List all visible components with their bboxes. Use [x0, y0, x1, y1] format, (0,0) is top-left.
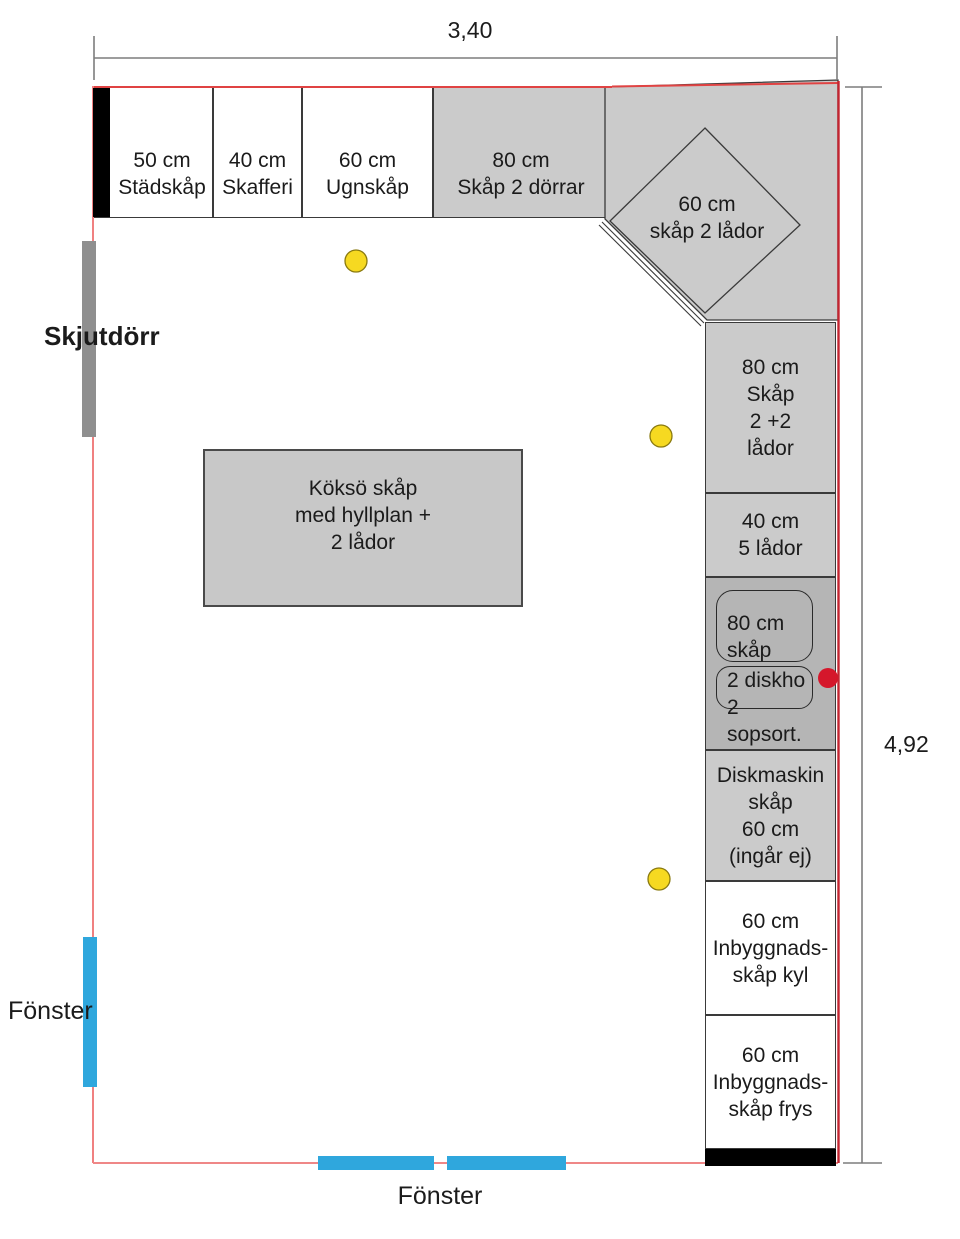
spotlight-marker-2: [649, 424, 673, 448]
dimension-width-label: 3,40: [447, 17, 493, 43]
dishwasher-cabinet: Diskmaskin skåp 60 cm (ingår ej): [705, 750, 836, 881]
dimension-height-label: 4,92: [884, 731, 929, 757]
freezer-cabinet: 60 cm Inbyggnads- skåp frys: [705, 1015, 836, 1149]
cabinet-skafferi: 40 cm Skafferi: [213, 86, 302, 218]
spotlight-marker-3: [647, 867, 671, 891]
spotlight-marker-1: [344, 249, 368, 273]
window-bottom-label: Fönster: [397, 1182, 483, 1210]
cabinet-2plus2-lador: 80 cm Skåp 2 +2 lådor: [705, 322, 836, 493]
window-bar-bottom-1: [318, 1156, 434, 1170]
end-panel-top-left: [93, 88, 110, 217]
cabinet-5-lador: 40 cm 5 lådor: [705, 493, 836, 577]
window-left-label: Fönster: [8, 997, 93, 1025]
sliding-door-label: Skjutdörr: [44, 321, 160, 351]
window-bar-bottom-2: [447, 1156, 566, 1170]
end-panel-bottom-right: [705, 1149, 836, 1166]
cabinet-stadskap: 50 cm Städskåp: [93, 86, 213, 218]
wall-top-sloped: [611, 82, 839, 88]
cabinet-skap-2-dorrar: 80 cm Skåp 2 dörrar: [433, 86, 609, 218]
sink-cabinet-lower-unit: 2 diskho 2 sopsort.: [716, 666, 813, 746]
kitchen-island: Köksö skåp med hyllplan + 2 lådor: [203, 449, 523, 607]
sink-cabinet-upper-unit: 80 cm skåp: [716, 590, 813, 662]
cabinet-ugnskap: 60 cm Ugnskåp: [302, 86, 433, 218]
fridge-cabinet: 60 cm Inbyggnads- skåp kyl: [705, 881, 836, 1015]
corner-cabinet-label: 60 cm skåp 2 lådor: [649, 193, 765, 243]
